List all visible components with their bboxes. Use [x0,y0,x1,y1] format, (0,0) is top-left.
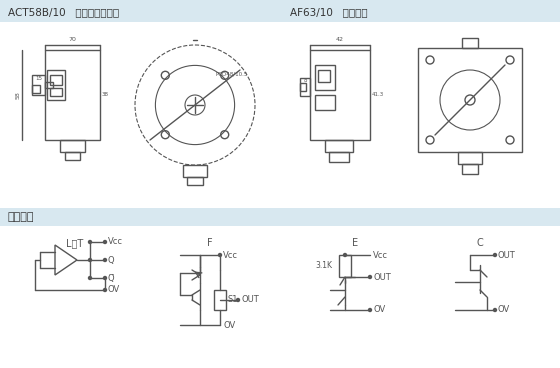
Text: OV: OV [223,321,235,329]
Text: 输出电路: 输出电路 [8,212,35,222]
Bar [50,88,62,96]
Text: OUT: OUT [373,272,391,282]
FancyBboxPatch shape [0,0,560,22]
Text: OV: OV [108,286,120,294]
Text: PCD48/10.5: PCD48/10.5 [215,72,248,77]
Circle shape [104,276,106,280]
Bar [310,50,370,140]
Circle shape [104,241,106,244]
Text: L、T: L、T [67,238,83,248]
Bar [60,140,85,152]
Bar [462,38,478,48]
Bar [325,140,353,152]
Text: ACT58B/10   电缆航插侧出型: ACT58B/10 电缆航插侧出型 [8,7,119,17]
Circle shape [104,289,106,291]
Circle shape [88,258,91,262]
Bar [65,152,80,160]
Bar [458,152,482,164]
Text: 41.3: 41.3 [372,92,384,98]
Bar [32,85,40,93]
Circle shape [104,258,106,262]
Text: AF63/10   电缆连接: AF63/10 电缆连接 [290,7,367,17]
Bar [47,70,65,100]
Bar [315,65,335,90]
Circle shape [236,298,240,301]
Circle shape [368,276,371,279]
Bar [318,70,330,82]
Text: OUT: OUT [498,251,516,259]
Text: OUT: OUT [241,296,259,304]
Bar [187,177,203,185]
Circle shape [88,241,91,244]
Bar [214,290,226,310]
Text: 8: 8 [304,78,307,82]
Text: Vcc: Vcc [108,237,123,247]
Text: 70: 70 [68,37,76,42]
Text: 58: 58 [16,91,21,99]
Bar [300,78,310,96]
Bar [339,255,351,277]
Bar [329,152,349,162]
Text: F: F [207,238,213,248]
Bar [418,48,522,152]
Bar [45,50,100,140]
Circle shape [88,276,91,280]
Text: S1: S1 [228,296,239,304]
Text: Vcc: Vcc [373,251,388,259]
Circle shape [493,254,497,256]
Text: 42: 42 [336,37,344,42]
Circle shape [343,254,347,256]
Bar [183,165,207,177]
Text: 15: 15 [35,75,42,81]
Text: OV: OV [373,305,385,315]
Bar [462,164,478,174]
FancyBboxPatch shape [0,208,560,226]
Bar [300,83,306,91]
Circle shape [493,308,497,311]
Text: 38: 38 [102,92,109,98]
Text: OV: OV [498,305,510,315]
Bar [50,75,62,85]
Text: Vcc: Vcc [223,251,238,259]
Bar [315,95,335,110]
Circle shape [218,254,222,256]
Text: E: E [352,238,358,248]
Text: 3.1K: 3.1K [315,262,332,270]
Bar [45,82,53,88]
Text: Q̅: Q̅ [108,273,115,283]
Text: Q: Q [108,255,115,265]
Bar [32,75,45,95]
Circle shape [368,308,371,311]
Text: C: C [477,238,483,248]
